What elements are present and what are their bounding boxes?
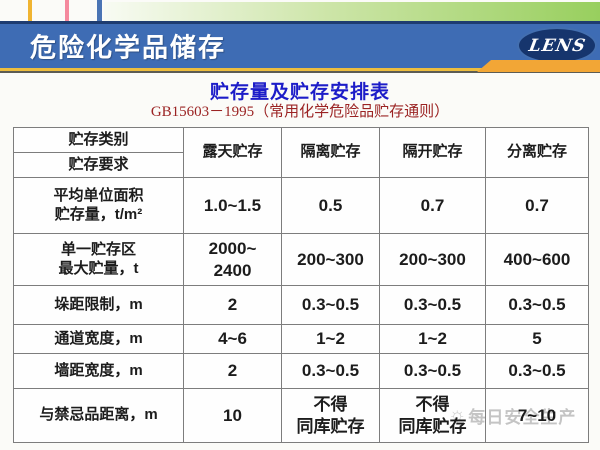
accent-bar-orange [28, 0, 32, 22]
lens-logo: LENS [517, 27, 597, 64]
table-cell: 0.3~0.5 [281, 353, 380, 389]
table-row: 单一贮存区 最大贮量，t 2000~ 2400 200~300 200~300 … [13, 233, 589, 286]
table-cell: 0.7 [379, 177, 486, 234]
table-cell: 5 [485, 324, 589, 354]
table-header-row: 贮存类别 露天贮存 隔离贮存 隔开贮存 分离贮存 [13, 127, 589, 178]
table-cell: 7~10 [485, 388, 589, 443]
table-cell: 2 [183, 353, 282, 389]
corner-cell-requirement: 贮存要求 [13, 152, 184, 178]
accent-bar-blue [97, 0, 102, 25]
banner-title: 危险化学品储存 [30, 32, 227, 63]
column-header-open-air: 露天贮存 [183, 127, 282, 178]
page-title: 贮存量及贮存安排表 [209, 82, 390, 103]
row-label: 单一贮存区 最大贮量，t [13, 233, 184, 286]
table-cell: 不得 同库贮存 [281, 388, 380, 443]
table-cell: 2000~ 2400 [183, 233, 282, 286]
watermark: ☼ 每日安全生产 [448, 403, 576, 428]
green-gradient-band [104, 2, 600, 21]
table-cell: 0.3~0.5 [379, 353, 486, 389]
table-cell: 1.0~1.5 [183, 177, 282, 234]
row-label: 垛距限制，m [13, 285, 184, 325]
table-row: 垛距限制，m 2 0.3~0.5 0.3~0.5 0.3~0.5 [13, 285, 589, 325]
orange-wedge [477, 60, 600, 72]
shadow-underline [0, 71, 600, 73]
gold-underline [0, 68, 600, 71]
table-cell: 1~2 [379, 324, 486, 354]
table-row: 平均单位面积 贮存量，t/m² 1.0~1.5 0.5 0.7 0.7 [13, 177, 589, 234]
page-subtitle: GB15603－1995（常用化学危险品贮存通则） [150, 104, 450, 120]
storage-table: 贮存类别 露天贮存 隔离贮存 隔开贮存 分离贮存 贮存要求 平均单位面积 贮存量… [13, 127, 589, 443]
table-cell: 不得 同库贮存 [379, 388, 486, 443]
table-cell: 1~2 [281, 324, 380, 354]
table-cell: 2 [183, 285, 282, 325]
lens-logo-text: LENS [526, 35, 588, 56]
table-row: 墙距宽度，m 2 0.3~0.5 0.3~0.5 0.3~0.5 [13, 353, 589, 389]
row-label: 与禁忌品距离，m [13, 388, 184, 443]
table-cell: 400~600 [485, 233, 589, 286]
table-cell: 0.3~0.5 [485, 285, 589, 325]
table-header-row: 贮存要求 [13, 152, 589, 178]
table-cell: 0.3~0.5 [281, 285, 380, 325]
accent-bar-pink [65, 0, 69, 22]
table-cell: 200~300 [281, 233, 380, 286]
table-cell: 200~300 [379, 233, 486, 286]
column-header-detached: 分离贮存 [485, 127, 589, 178]
corner-cell-category: 贮存类别 [13, 127, 184, 153]
table-cell: 0.3~0.5 [379, 285, 486, 325]
table-cell: 0.3~0.5 [485, 353, 589, 389]
column-header-separated: 隔开贮存 [379, 127, 486, 178]
row-label: 平均单位面积 贮存量，t/m² [13, 177, 184, 234]
table-cell: 10 [183, 388, 282, 443]
watermark-sun-icon: ☼ [448, 404, 467, 426]
table-cell: 0.5 [281, 177, 380, 234]
table-row: 通道宽度，m 4~6 1~2 1~2 5 [13, 324, 589, 354]
watermark-text: 每日安全生产 [468, 408, 577, 427]
table-cell: 0.7 [485, 177, 589, 234]
table-cell: 4~6 [183, 324, 282, 354]
column-header-isolated: 隔离贮存 [281, 127, 380, 178]
table-row: 与禁忌品距离，m 10 不得 同库贮存 不得 同库贮存 7~10 [13, 388, 589, 443]
row-label: 通道宽度，m [13, 324, 184, 354]
row-label: 墙距宽度，m [13, 353, 184, 389]
